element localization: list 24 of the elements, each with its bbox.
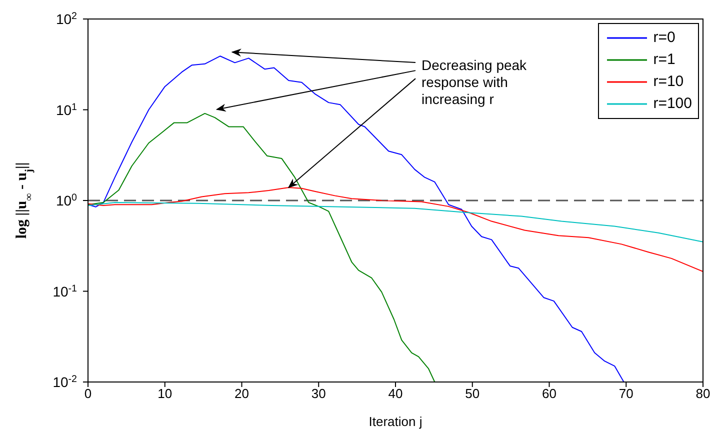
legend-label: r=10 [653,72,684,92]
x-axis-title: Iteration j [368,414,422,429]
legend-label: r=1 [653,50,676,70]
x-tick-label: 20 [234,386,249,402]
annotation: Decreasing peak response with increasing r [422,56,528,108]
legend-label: r=100 [653,94,692,114]
y-tick-label: 10$^{0}$ [56,192,78,208]
x-tick-label: 30 [311,386,326,402]
line-series [88,187,703,272]
legend-label: r=0 [653,28,676,48]
y-tick-label: 10$^{-2}$ [52,374,77,390]
x-tick-label: 40 [388,386,403,402]
x-tick-label: 70 [618,386,634,402]
line-series [88,56,624,382]
line-series [88,202,703,242]
x-tick-label: 50 [465,386,480,402]
x-tick-label: 10 [158,386,172,402]
x-tick-label: 80 [696,386,710,402]
y-tick-label: 10$^{-1}$ [52,282,77,300]
x-tick-label: 0 [84,386,92,402]
x-tick-label: 60 [542,386,556,402]
y-tick-label: 10$^{1}$ [56,101,77,118]
line-series [88,112,436,382]
y-tick-label: 10$^{2}$ [56,10,77,27]
